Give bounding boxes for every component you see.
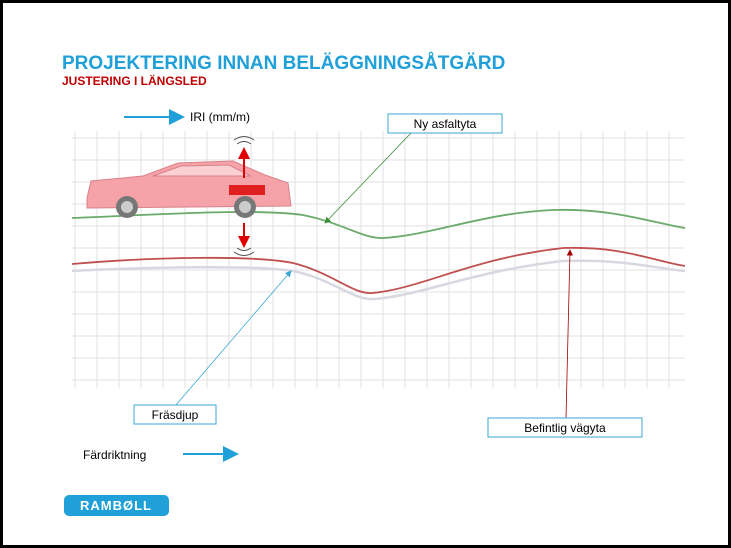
milling-pointer: [175, 270, 292, 406]
existing-box: [487, 417, 643, 438]
new-surface-box: [387, 113, 503, 134]
new-surface-line: [71, 208, 686, 239]
slide-graphics: PROJEKTERING INNAN BELÄGGNINGSÅTGÄRD JUS…: [62, 53, 686, 516]
milling-label: Fräsdjup: [152, 408, 199, 422]
existing-label: Befintlig vägyta: [524, 421, 606, 435]
existing-gray-line: [71, 259, 686, 301]
direction-label: Färdriktning: [83, 448, 146, 462]
existing-pointer: [565, 249, 574, 419]
logo: RAMBØLL: [80, 498, 152, 513]
subtitle: JUSTERING I LÄNGSLED: [62, 73, 207, 88]
logo-box: [64, 495, 169, 516]
iri-label: IRI (mm/m): [190, 110, 250, 124]
new-surface-label: Ny asfaltyta: [414, 117, 477, 131]
existing-surface-line: [71, 246, 686, 294]
title: PROJEKTERING INNAN BELÄGGNINGSÅTGÄRD: [62, 53, 505, 74]
car: [86, 136, 292, 256]
milling-box: [133, 404, 217, 425]
new-surface-pointer: [324, 132, 412, 224]
